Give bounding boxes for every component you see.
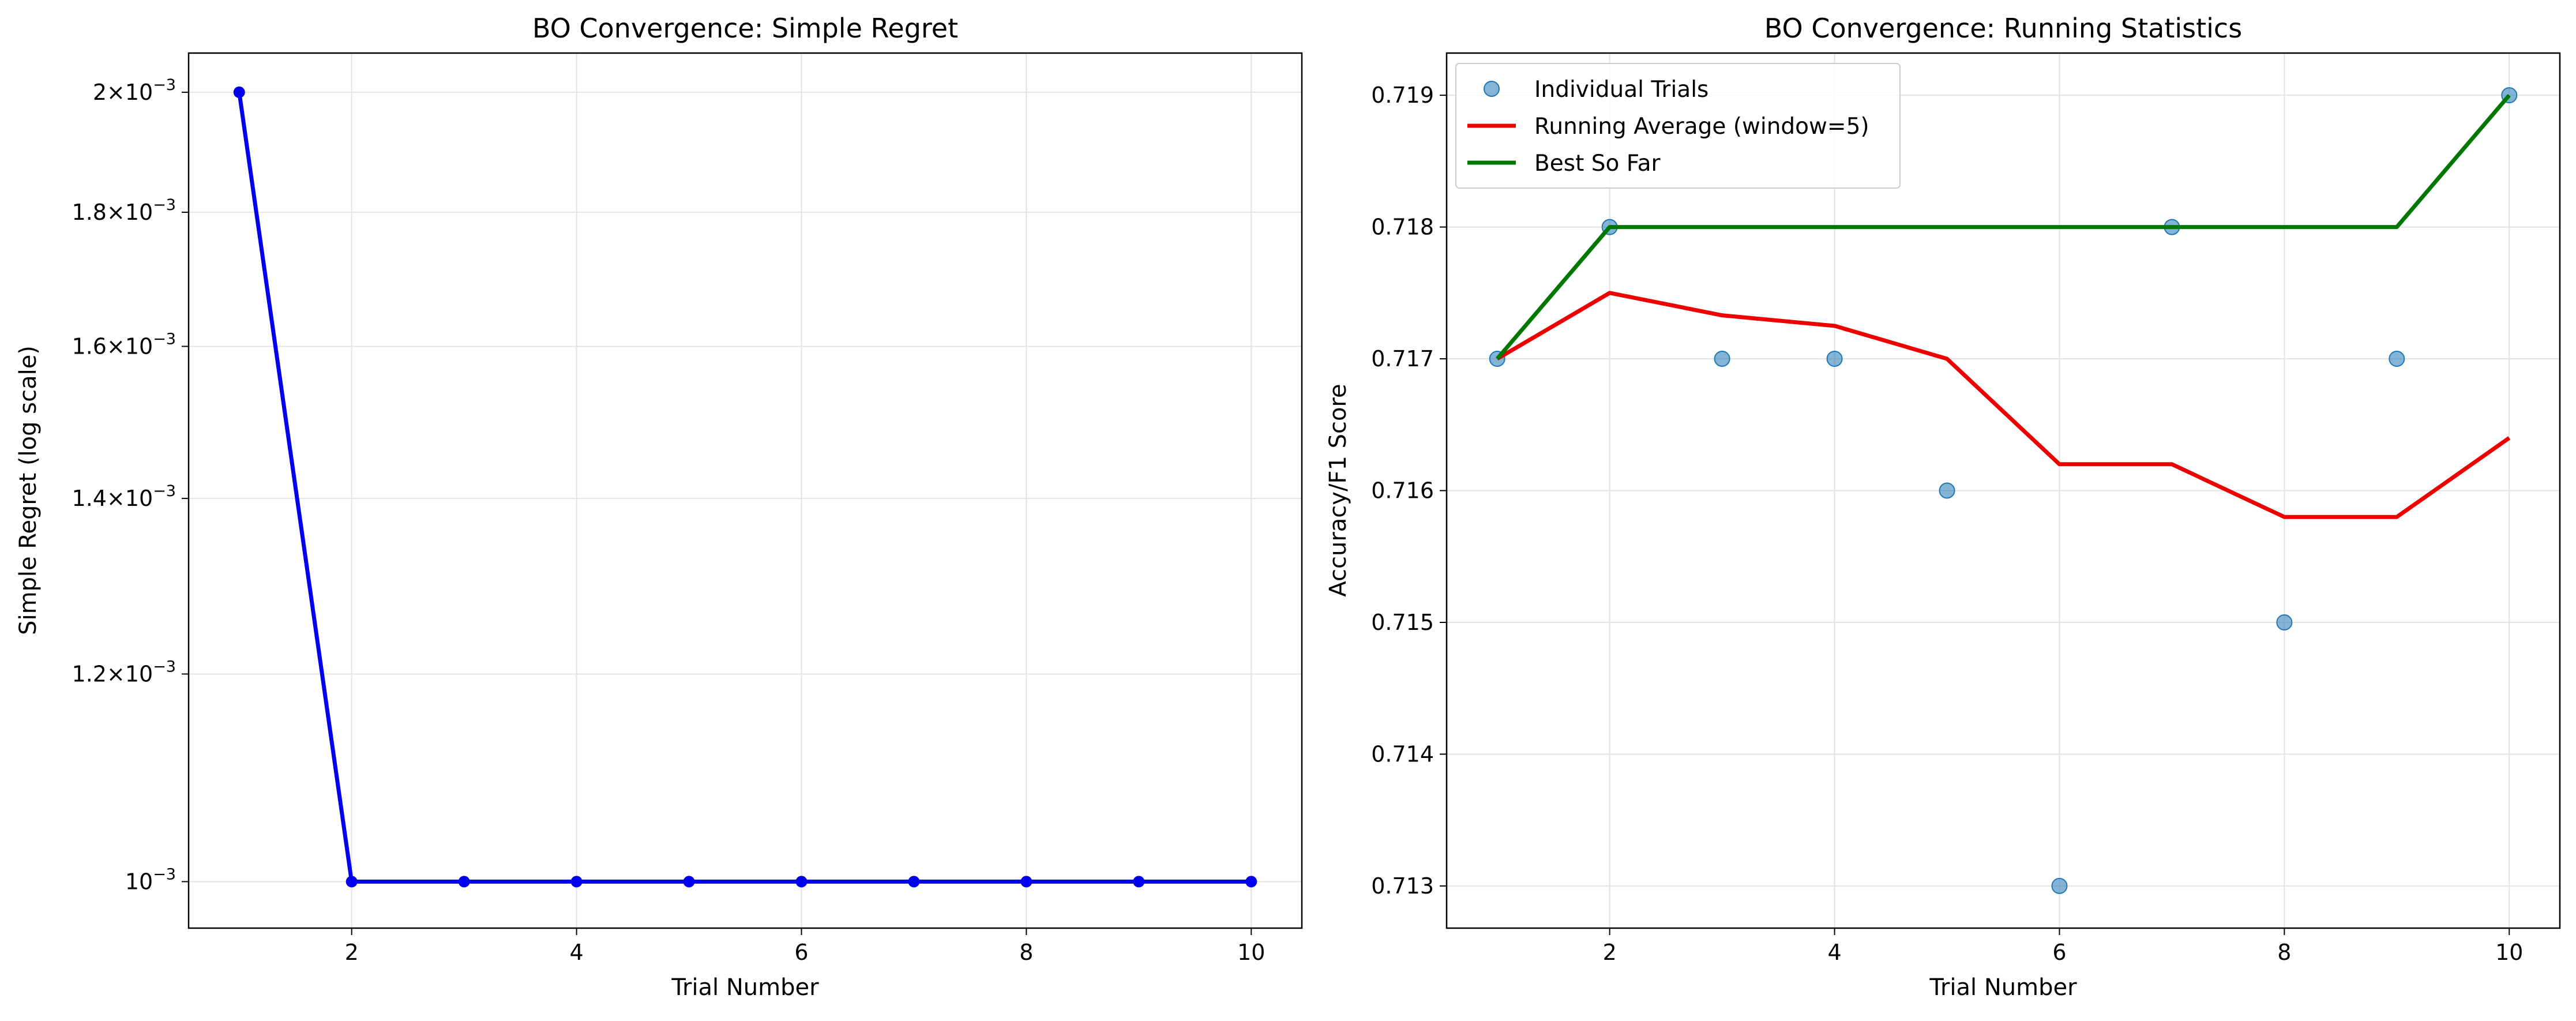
running-stats-x-axis-label: Trial Number [1929,974,2077,1001]
scatter-point [1714,351,1730,367]
legend-entry-label: Running Average (window=5) [1534,114,1869,140]
running-stats-x-ticks: 2 4 6 8 10 [1603,928,2523,965]
series-line [1496,291,2511,519]
running-stats-chart-title: BO Convergence: Running Statistics [1764,13,2242,44]
regret-y-axis-label: Simple Regret (log scale) [15,346,42,635]
x-tick-label: 2 [345,940,359,965]
line-point [1133,876,1145,888]
running-stats-grid [1447,53,2560,928]
scatter-point [2051,877,2068,894]
y-tick-label: 0.715 [1371,610,1434,635]
scatter-point [2389,351,2405,367]
y-tick-label: 1.4×10−3 [72,482,176,511]
y-tick-label: 0.713 [1371,873,1434,899]
line-point [570,876,583,888]
regret-grid [189,53,1302,928]
x-tick-label: 10 [2495,940,2523,965]
y-tick-label: 1.6×10−3 [72,330,176,359]
regret-plot-frame [187,52,1303,929]
line-point [908,876,920,888]
line-point [346,876,358,888]
y-tick-label: 10−3 [125,865,176,894]
legend-marker [1484,81,1500,97]
y-tick-label: 0.716 [1371,478,1434,504]
regret-chart-title: BO Convergence: Simple Regret [532,13,958,44]
running-stats-marks [1489,87,2518,894]
line-point [1245,876,1257,888]
line-point [233,86,245,98]
series-line [237,92,1252,884]
legend-box [1455,63,1901,189]
running-stats-legend: Individual Trials Running Average (window… [1455,63,1901,189]
x-tick-label: 6 [2052,940,2066,965]
running-stats-y-axis-label: Accuracy/F1 Score [1325,384,1351,596]
x-tick-label: 8 [1019,940,1033,965]
x-tick-label: 4 [1827,940,1841,965]
x-tick-label: 8 [2277,940,2291,965]
line-point [795,876,808,888]
legend-entry-label: Individual Trials [1534,77,1708,103]
y-tick-label: 1.8×10−3 [72,196,176,225]
y-tick-label: 0.714 [1371,741,1434,767]
x-tick-label: 6 [794,940,808,965]
series-line [1496,93,2511,361]
y-tick-label: 2×10−3 [93,76,176,105]
x-tick-label: 10 [1237,940,1265,965]
regret-x-ticks: 2 4 6 8 10 [345,928,1265,965]
y-tick-label: 0.718 [1371,215,1434,240]
y-tick-label: 0.719 [1371,82,1434,108]
x-tick-label: 2 [1603,940,1617,965]
y-tick-label: 0.717 [1371,346,1434,371]
scatter-point [1939,482,1955,499]
regret-chart: 2 4 6 8 10 10−3 1.2×10−3 1.4×10−3 1.6×10−3 1.8×1… [15,13,1303,1001]
running-stats-y-ticks: 0.713 0.714 0.715 0.716 0.717 0.718 0.719 [1371,82,1447,899]
scatter-point [1826,351,1843,367]
scatter-point [2276,614,2293,630]
line-point [458,876,470,888]
y-tick-label: 1.2×10−3 [72,658,176,686]
line-point [1020,876,1032,888]
line-point [683,876,695,888]
regret-y-ticks: 10−3 1.2×10−3 1.4×10−3 1.6×10−3 1.8×10−3 2×10… [72,76,189,894]
legend-entry-label: Best So Far [1534,151,1661,177]
x-tick-label: 4 [569,940,583,965]
regret-x-axis-label: Trial Number [671,974,819,1001]
running-stats-chart: 2 4 6 8 10 0.7130.7140.7150.7160.7170.7180.7… [1325,13,2561,1001]
regret-marks [233,86,1257,888]
